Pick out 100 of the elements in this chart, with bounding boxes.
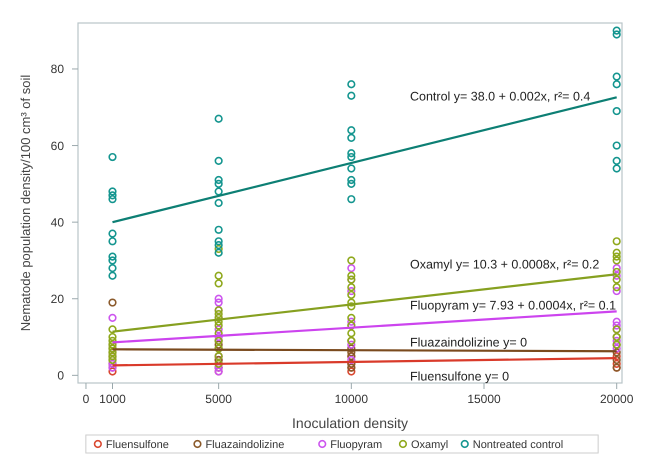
point — [347, 92, 356, 100]
point — [347, 180, 356, 188]
x-tick-label: 10000 — [334, 392, 368, 406]
point — [214, 340, 223, 349]
y-tick-label: 80 — [50, 62, 64, 76]
annotation: Fluensulfone y= 0 — [410, 369, 510, 384]
point — [108, 264, 117, 272]
point — [612, 283, 621, 292]
point — [612, 106, 621, 116]
point — [612, 321, 621, 330]
point — [214, 187, 223, 196]
point — [108, 195, 117, 204]
point — [347, 256, 356, 265]
legend-label: Fluensulfone — [106, 438, 169, 451]
point — [612, 275, 621, 284]
point — [214, 114, 223, 123]
point — [347, 80, 356, 88]
point — [612, 264, 621, 272]
point — [108, 237, 117, 246]
point — [214, 298, 223, 307]
point — [347, 344, 356, 353]
point — [214, 294, 223, 303]
point — [108, 256, 117, 265]
point — [612, 237, 621, 246]
point — [347, 356, 356, 364]
point — [612, 256, 621, 265]
point — [347, 302, 356, 311]
legend-label: Nontreated control — [472, 438, 564, 451]
point — [612, 352, 621, 360]
point — [214, 318, 223, 326]
point — [612, 72, 621, 81]
x-tick-label: 15000 — [467, 392, 502, 406]
point — [612, 80, 621, 88]
point — [214, 272, 223, 280]
point — [612, 252, 621, 261]
point — [108, 191, 117, 200]
point — [347, 314, 356, 322]
point — [108, 272, 117, 280]
point — [347, 298, 356, 307]
y-tick-label: 40 — [50, 215, 64, 230]
point — [347, 195, 356, 204]
point — [214, 180, 223, 188]
point — [347, 348, 356, 356]
x-tick-label: 0 — [82, 392, 90, 406]
point — [612, 156, 621, 165]
point — [347, 272, 356, 280]
point — [214, 241, 223, 250]
point — [347, 126, 356, 134]
point — [347, 340, 356, 349]
point — [347, 286, 356, 296]
point — [214, 244, 223, 254]
x-tick-label: 5000 — [205, 392, 232, 406]
point — [347, 164, 356, 173]
legend-label: Fluazaindolizine — [205, 438, 284, 451]
y-tick-label: 20 — [50, 292, 64, 306]
legend-label: Fluopyram — [330, 438, 382, 451]
point — [612, 286, 621, 296]
point — [612, 360, 621, 368]
point — [347, 264, 356, 272]
point — [347, 152, 356, 162]
point — [108, 252, 117, 261]
point — [612, 318, 621, 326]
point — [108, 152, 117, 162]
point — [108, 230, 117, 238]
point — [214, 248, 223, 257]
x-tick-label: 20000 — [600, 392, 634, 406]
point — [214, 325, 223, 334]
point — [214, 310, 223, 318]
point — [347, 134, 356, 142]
y-axis-title: Nematode population density/100 cm³ of soil — [18, 74, 33, 332]
point — [108, 298, 117, 307]
point — [612, 164, 621, 173]
point — [347, 290, 356, 300]
point — [612, 344, 621, 353]
point — [612, 272, 621, 280]
point — [214, 321, 223, 330]
point — [347, 176, 356, 184]
annotation: Fluazaindolizine y= 0 — [410, 335, 528, 350]
point — [108, 332, 117, 342]
legend-label: Oxamyl — [410, 438, 448, 451]
point — [612, 336, 621, 345]
y-tick-label: 0 — [57, 368, 64, 383]
point — [214, 198, 223, 208]
point — [612, 348, 621, 356]
point — [347, 318, 356, 326]
point — [108, 336, 117, 345]
point — [347, 329, 356, 338]
x-tick-label: 1000 — [99, 392, 126, 406]
point — [214, 176, 223, 184]
point — [612, 141, 621, 150]
annotation: Oxamyl y= 10.3 + 0.0008x, r²= 0.2 — [410, 257, 600, 272]
point — [612, 268, 621, 276]
point — [214, 226, 223, 234]
point — [214, 332, 223, 342]
point — [214, 279, 223, 288]
point — [612, 26, 621, 35]
annotation: Fluopyram y= 7.93 + 0.0004x, r²= 0.1 — [410, 298, 616, 312]
annotation: Control y= 38.0 + 0.002x, r²= 0.4 — [410, 89, 590, 104]
point — [108, 187, 117, 196]
point — [347, 367, 356, 376]
